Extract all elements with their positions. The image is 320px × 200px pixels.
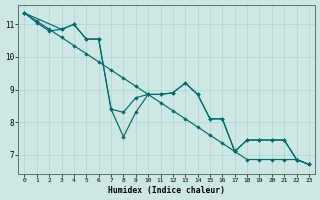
X-axis label: Humidex (Indice chaleur): Humidex (Indice chaleur) xyxy=(108,186,225,195)
